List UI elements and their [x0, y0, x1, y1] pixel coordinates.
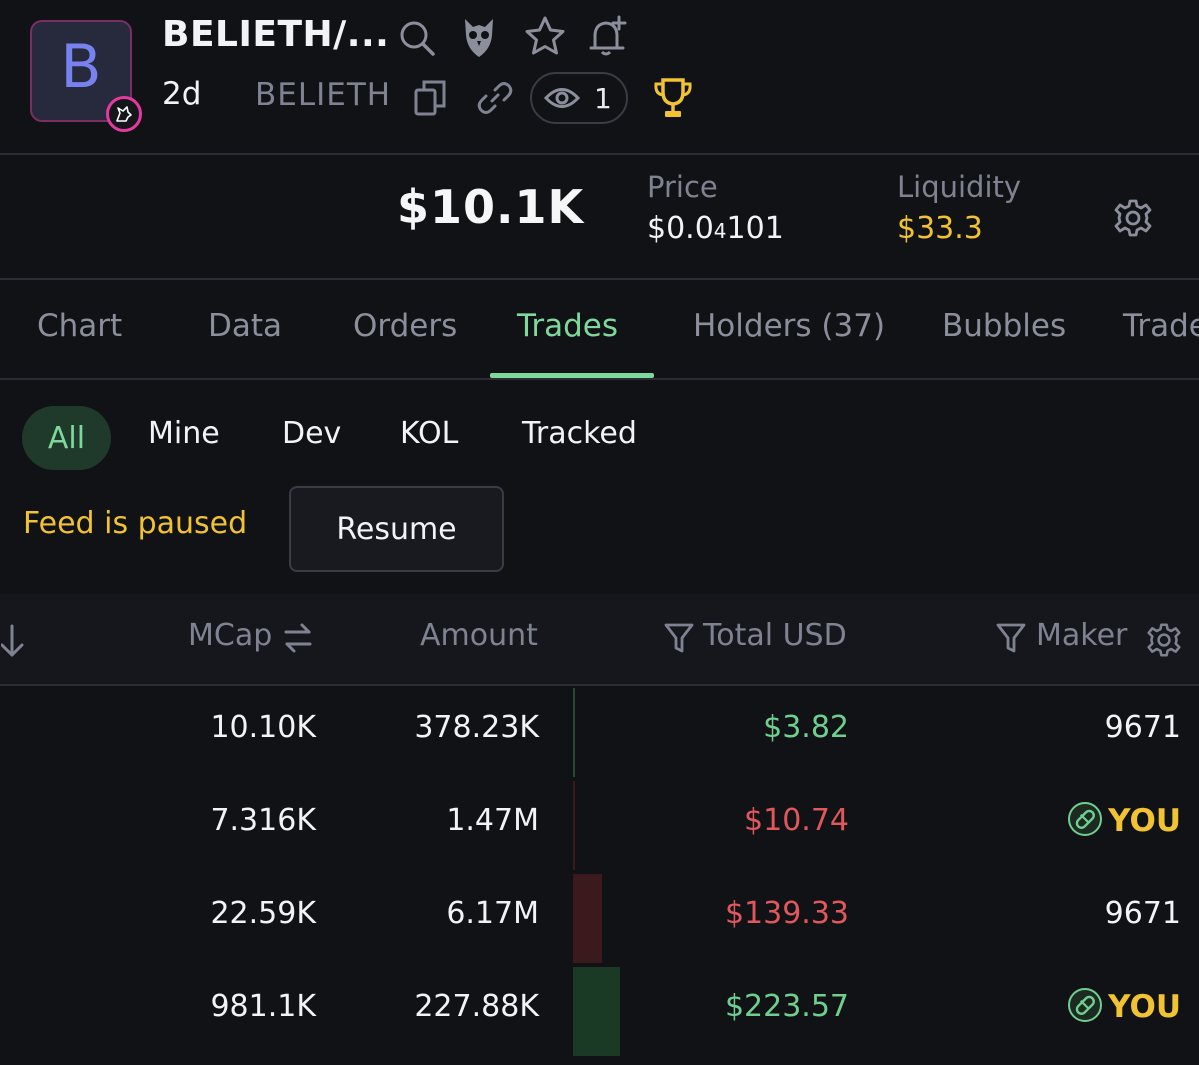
swap-arrows-icon[interactable] [282, 621, 314, 655]
trade-amount: 227.88K [414, 989, 539, 1024]
column-header-amount[interactable]: Amount [420, 618, 538, 653]
price-digits: 101 [726, 211, 784, 246]
trade-row[interactable]: 981.1K 227.88K $223.57 YOU [0, 965, 1199, 1058]
filter-tracked[interactable]: Tracked [522, 416, 637, 451]
trade-mcap: 22.59K [210, 896, 316, 931]
trade-row[interactable]: 22.59K 6.17M $139.33 9671 [0, 872, 1199, 965]
trade-mcap: 7.316K [210, 803, 316, 838]
market-cap-value: $10.1K [397, 180, 585, 234]
trade-total-usd: $3.82 [763, 710, 849, 745]
filter-dev[interactable]: Dev [282, 416, 342, 451]
trade-total-usd: $223.57 [724, 989, 849, 1024]
watchers-pill[interactable]: 1 [530, 72, 628, 124]
link-icon[interactable] [475, 78, 515, 118]
token-avatar: B [30, 20, 132, 122]
trade-amount: 6.17M [446, 896, 539, 931]
price-prefix: $0.0 [647, 211, 714, 246]
price-value: $0.04101 [647, 211, 784, 246]
trade-maker-you: YOU [1108, 989, 1181, 1025]
token-age: 2d [162, 76, 202, 112]
column-header-total-usd[interactable]: Total USD [703, 618, 847, 653]
trade-row[interactable]: 10.10K 378.23K $3.82 9671 [0, 686, 1199, 779]
trade-size-bar [573, 781, 575, 870]
token-symbol: BELIETH [255, 77, 392, 113]
trade-amount: 378.23K [414, 710, 539, 745]
trade-mcap: 10.10K [210, 710, 316, 745]
trade-mcap: 981.1K [210, 989, 316, 1024]
trade-total-usd: $10.74 [744, 803, 849, 838]
total-usd-filter-icon[interactable] [662, 620, 696, 656]
tab-holders-label: Holders [693, 308, 812, 344]
filter-kol[interactable]: KOL [400, 416, 459, 451]
stats-settings-gear-icon[interactable] [1112, 197, 1154, 239]
tab-data[interactable]: Data [208, 308, 283, 344]
trade-size-bar [573, 874, 602, 963]
trade-total-usd: $139.33 [724, 896, 849, 931]
tab-orders[interactable]: Orders [353, 308, 458, 344]
avatar-letter: B [60, 32, 102, 102]
wallet-pill-icon [1066, 800, 1104, 842]
header-divider [0, 153, 1199, 155]
token-header: B BELIETH/... 2d BELIETH [0, 0, 1199, 153]
tab-chart[interactable]: Chart [37, 308, 123, 344]
feed-paused-status: Feed is paused [23, 506, 248, 541]
watchers-count: 1 [594, 81, 612, 115]
eye-icon [544, 88, 580, 108]
trade-amount: 1.47M [446, 803, 539, 838]
column-header-mcap[interactable]: MCap [188, 618, 273, 653]
trade-size-bar [573, 688, 575, 777]
liquidity-label: Liquidity [897, 170, 1022, 204]
tab-trades[interactable]: Trades [517, 308, 619, 344]
tab-bubbles[interactable]: Bubbles [942, 308, 1067, 344]
stats-divider [0, 278, 1199, 280]
trade-size-bar [573, 967, 620, 1056]
trade-maker: 9671 [1104, 710, 1181, 745]
copy-icon[interactable] [412, 78, 448, 118]
table-settings-gear-icon[interactable] [1145, 621, 1183, 659]
tab-holders-count: (37) [821, 308, 886, 344]
trade-maker-you: YOU [1108, 803, 1181, 839]
tabs-divider [0, 378, 1199, 380]
trophy-icon[interactable] [652, 76, 694, 120]
tab-holders[interactable]: Holders (37) [693, 308, 885, 344]
unicorn-badge-icon [106, 96, 142, 132]
filter-all[interactable]: All [22, 406, 111, 470]
maker-filter-icon[interactable] [994, 620, 1028, 656]
wallet-pill-icon [1066, 986, 1104, 1028]
token-title[interactable]: BELIETH/... [162, 14, 390, 55]
star-icon[interactable] [522, 14, 568, 58]
active-tab-indicator [490, 373, 654, 378]
filter-mine[interactable]: Mine [148, 416, 220, 451]
bell-add-icon[interactable] [587, 14, 629, 58]
resume-button[interactable]: Resume [289, 486, 504, 572]
trades-table-header [0, 594, 1199, 684]
tab-trade[interactable]: Trade [1123, 308, 1199, 344]
price-zero-count: 4 [713, 219, 727, 243]
column-header-maker[interactable]: Maker [1036, 618, 1128, 653]
liquidity-value: $33.3 [897, 211, 983, 246]
owl-icon[interactable] [458, 14, 500, 60]
trade-maker: 9671 [1104, 896, 1181, 931]
trade-row[interactable]: 7.316K 1.47M $10.74 YOU [0, 779, 1199, 872]
search-icon[interactable] [396, 17, 438, 59]
table-header-divider [0, 684, 1199, 686]
sort-down-arrow-icon[interactable] [0, 622, 28, 660]
price-label: Price [647, 170, 718, 204]
